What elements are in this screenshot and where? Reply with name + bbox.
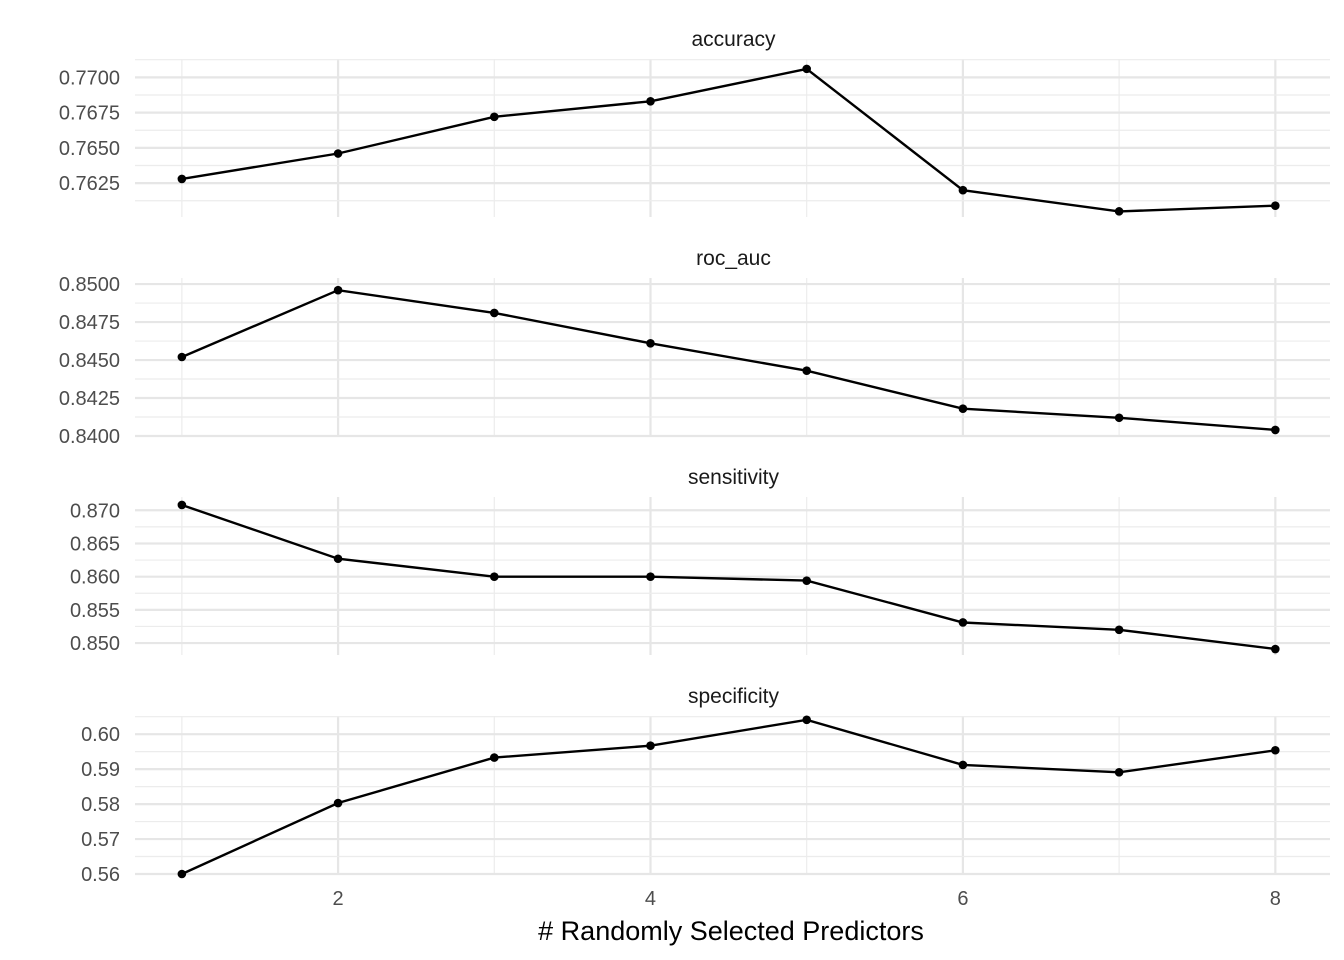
data-point (489, 308, 499, 318)
data-point (177, 352, 187, 362)
y-tick-label: 0.57 (81, 829, 120, 851)
data-point (802, 576, 811, 585)
data-point (958, 185, 968, 195)
data-point (1271, 201, 1280, 211)
data-point (489, 112, 499, 122)
panel-roc_auc: 0.8400 0.8425 0.8450 0.8475 0.8500 roc_auc (59, 247, 1330, 448)
y-tick-label: 0.7625 (59, 173, 120, 195)
data-point (333, 798, 343, 808)
y-tick-label: 0.60 (81, 724, 120, 746)
y-tick-label: 0.59 (81, 759, 120, 781)
data-point (333, 554, 343, 564)
x-tick-label: 4 (645, 888, 656, 910)
y-tick-label: 0.865 (70, 533, 120, 555)
data-point (1114, 207, 1124, 216)
panel-title: sensitivity (688, 466, 780, 489)
data-point (489, 753, 499, 762)
data-point (333, 285, 343, 295)
data-point (1114, 767, 1124, 777)
y-tick-label: 0.7650 (59, 138, 120, 160)
x-tick-label: 2 (333, 888, 344, 910)
data-point (802, 715, 811, 725)
y-tick-label: 0.850 (70, 633, 120, 655)
data-point (646, 97, 655, 106)
data-point (646, 572, 655, 581)
panel-title: accuracy (691, 28, 776, 51)
x-axis-label: # Randomly Selected Predictors (538, 916, 924, 946)
y-tick-label: 0.8425 (59, 388, 120, 410)
data-point (646, 339, 655, 348)
panel-accuracy: 0.7625 0.7650 0.7675 0.7700 accuracy (59, 28, 1330, 217)
panel-title: specificity (688, 685, 780, 708)
y-tick-label: 0.860 (70, 567, 120, 589)
y-tick-label: 0.58 (81, 794, 120, 816)
data-point (802, 64, 811, 74)
y-tick-label: 0.870 (70, 500, 120, 522)
data-point (1114, 413, 1124, 423)
x-tick-label: 8 (1270, 888, 1281, 910)
data-point (958, 618, 968, 627)
chart-panels: 0.76250.76500.76750.7700accuracy0.84000.… (59, 28, 1330, 886)
data-point (177, 500, 187, 510)
y-tick-label: 0.7700 (59, 67, 120, 89)
y-tick-label: 0.8475 (59, 312, 120, 334)
data-point (333, 149, 343, 158)
y-tick-label: 0.7675 (59, 103, 120, 125)
panel-title: roc_auc (696, 247, 771, 270)
data-point (177, 174, 187, 184)
data-point (489, 572, 499, 581)
x-axis: 2 4 6 8 (333, 888, 1281, 910)
data-point (1271, 425, 1280, 435)
data-point (1271, 644, 1280, 654)
y-tick-label: 0.8500 (59, 274, 120, 296)
y-tick-label: 0.8450 (59, 350, 120, 372)
data-point (802, 366, 811, 375)
panel-specificity: 0.56 0.57 0.58 0.59 0.60 specificity (81, 685, 1330, 886)
series-line-specificity (181, 718, 1276, 876)
series-line-sensitivity (181, 503, 1276, 651)
data-point (958, 404, 968, 413)
series-line-roc_auc (181, 288, 1276, 432)
y-tick-label: 0.855 (70, 600, 120, 622)
data-point (1114, 625, 1124, 635)
y-tick-label: 0.8400 (59, 426, 120, 448)
y-tick-label: 0.56 (81, 864, 120, 886)
data-point (1271, 745, 1280, 755)
data-point (958, 760, 968, 770)
series-line-accuracy (181, 67, 1276, 213)
data-point (177, 869, 187, 879)
data-point (646, 741, 655, 751)
x-tick-label: 6 (957, 888, 968, 910)
panel-sensitivity: 0.850 0.855 0.860 0.865 0.870 sensitivity (70, 466, 1330, 655)
